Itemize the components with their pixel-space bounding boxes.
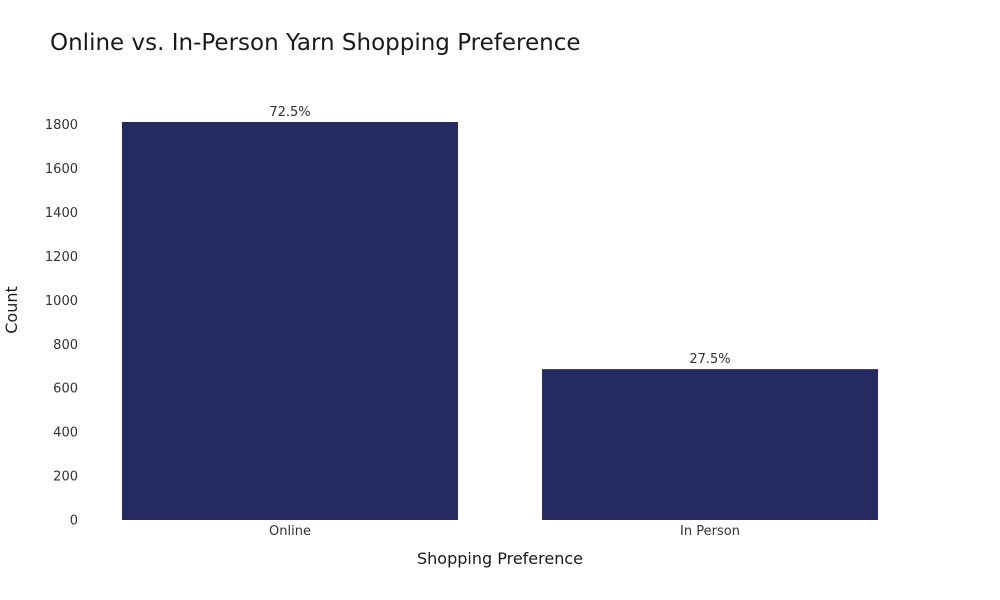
- bar-data-label: 27.5%: [689, 352, 730, 367]
- bar-data-label: 72.5%: [269, 105, 310, 120]
- data-labels-group: 72.5% 27.5%: [269, 105, 730, 367]
- x-axis: Online In Person: [269, 524, 740, 539]
- y-axis-title: Count: [2, 286, 21, 334]
- y-tick-label: 1600: [45, 162, 78, 177]
- y-tick-label: 1400: [45, 206, 78, 221]
- bar-in-person[interactable]: [542, 369, 878, 520]
- y-tick-label: 1800: [45, 118, 78, 133]
- y-tick-label: 1000: [45, 294, 78, 309]
- chart-title: Online vs. In-Person Yarn Shopping Prefe…: [50, 30, 581, 56]
- y-tick-label: 200: [53, 470, 78, 485]
- y-tick-label: 600: [53, 382, 78, 397]
- x-tick-label: Online: [269, 524, 311, 539]
- x-tick-label: In Person: [680, 524, 740, 539]
- y-tick-label: 1200: [45, 250, 78, 265]
- y-axis: 0 200 400 600 800 1000 1200 1400 1600 1800: [45, 118, 78, 528]
- bars-group: [122, 122, 878, 520]
- y-tick-label: 400: [53, 426, 78, 441]
- y-tick-label: 800: [53, 338, 78, 353]
- x-axis-title: Shopping Preference: [417, 549, 583, 568]
- y-tick-label: 0: [70, 514, 78, 529]
- bar-online[interactable]: [122, 122, 458, 520]
